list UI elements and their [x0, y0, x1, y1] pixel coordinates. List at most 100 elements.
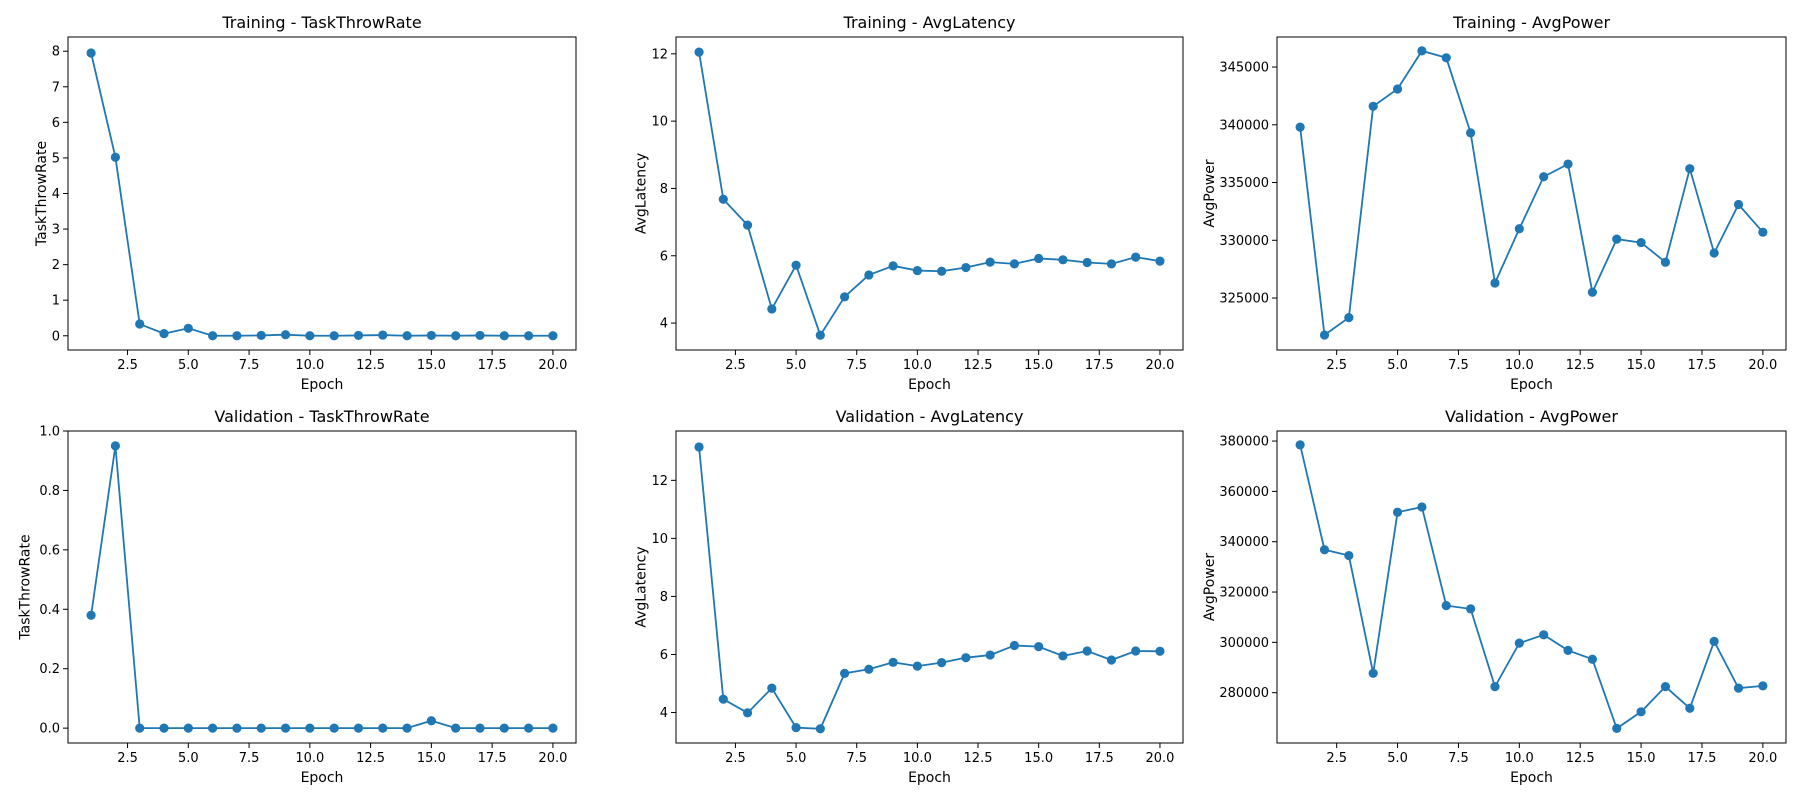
data-point [1733, 199, 1744, 210]
data-point [839, 668, 850, 678]
x-tick-label: 10.0 [1505, 358, 1534, 373]
data-point [961, 262, 971, 273]
data-point [378, 330, 388, 340]
y-tick-label: 6 [660, 249, 668, 264]
data-point [718, 694, 728, 704]
x-tick-label: 5.0 [178, 751, 199, 766]
data-point [1368, 668, 1378, 678]
x-axis-label: Epoch [908, 377, 951, 393]
y-tick-label: 1 [52, 294, 60, 309]
x-tick-label: 15.0 [1024, 751, 1053, 766]
x-tick-label: 12.5 [1566, 358, 1595, 373]
data-point [1034, 642, 1044, 652]
data-point [1106, 259, 1117, 269]
data-point [1563, 645, 1573, 656]
data-point [742, 220, 753, 230]
data-point [524, 331, 534, 341]
data-point [208, 723, 218, 733]
x-tick-label: 5.0 [1387, 751, 1408, 766]
data-point [1490, 278, 1500, 288]
y-tick-label: 12 [651, 47, 668, 62]
plot-frame [67, 430, 577, 744]
x-axis-label: Epoch [1510, 770, 1553, 786]
y-tick-label: 1.0 [39, 425, 60, 440]
x-tick-label: 20.0 [1145, 751, 1174, 766]
data-point [86, 48, 96, 58]
plot-frame [1276, 430, 1787, 744]
data-point [1009, 259, 1020, 269]
data-point [1466, 604, 1476, 614]
x-tick-label: 2.5 [1326, 358, 1347, 373]
data-point [402, 331, 412, 341]
x-tick-label: 20.0 [538, 358, 567, 373]
data-point [475, 330, 485, 341]
y-tick-label: 8 [660, 590, 668, 605]
data-point [110, 152, 120, 162]
data-point [1155, 646, 1165, 656]
y-tick-label: 4 [660, 317, 668, 332]
data-point [1131, 252, 1141, 262]
y-tick-label: 345000 [1219, 61, 1269, 76]
data-point [426, 716, 436, 726]
x-tick-label: 20.0 [1145, 358, 1174, 373]
data-point [1685, 703, 1695, 713]
data-point [232, 723, 242, 733]
data-point [232, 331, 242, 341]
data-point [1417, 502, 1427, 512]
data-point [524, 723, 534, 733]
data-point [815, 330, 825, 340]
data-point [912, 265, 922, 276]
data-point [1441, 601, 1451, 611]
y-tick-label: 0.4 [39, 603, 60, 618]
data-point [548, 723, 558, 733]
data-point [256, 723, 266, 733]
data-point [791, 260, 801, 270]
y-tick-label: 8 [660, 182, 668, 197]
y-tick-label: 380000 [1219, 435, 1269, 450]
data-point [985, 257, 995, 267]
data-point [159, 329, 169, 339]
chart-panel: Validation - TaskThrowRate 2.5 5.0 7.5 10.0 1… [17, 407, 577, 786]
data-point [329, 331, 339, 341]
data-point [451, 723, 461, 733]
data-point [1082, 646, 1092, 656]
data-point [1733, 683, 1744, 693]
y-tick-label: 3 [52, 223, 60, 238]
x-tick-label: 7.5 [239, 751, 260, 766]
data-point [742, 708, 753, 718]
x-tick-label: 7.5 [1448, 358, 1469, 373]
y-axis-label: AvgLatency [634, 153, 650, 234]
data-point [1563, 159, 1573, 169]
y-tick-label: 12 [651, 474, 668, 489]
x-axis-label: Epoch [301, 377, 344, 393]
y-axis-label: TaskThrowRate [17, 534, 33, 640]
data-point [1612, 723, 1622, 734]
data-point [888, 657, 898, 667]
data-point [1082, 257, 1092, 268]
data-point [1344, 313, 1354, 323]
x-tick-label: 17.5 [1085, 358, 1114, 373]
x-tick-label: 10.0 [903, 751, 932, 766]
data-point [1344, 550, 1354, 561]
data-point [1009, 640, 1020, 651]
plot-frame [675, 430, 1184, 744]
y-axis-label: AvgLatency [634, 546, 650, 627]
x-axis-label: Epoch [1510, 377, 1553, 393]
x-tick-label: 12.5 [964, 751, 993, 766]
x-tick-label: 2.5 [1326, 751, 1347, 766]
x-tick-label: 7.5 [846, 751, 867, 766]
data-point [1417, 46, 1427, 56]
x-tick-label: 10.0 [295, 751, 324, 766]
data-point [1295, 440, 1305, 450]
x-tick-label: 2.5 [117, 358, 138, 373]
chart-title: Training - AvgPower [1452, 13, 1611, 32]
data-point [280, 330, 291, 340]
data-point [1587, 287, 1597, 297]
data-point [135, 723, 145, 733]
data-point [1392, 507, 1403, 517]
data-point [280, 723, 291, 733]
data-point [767, 304, 777, 314]
x-tick-label: 12.5 [964, 358, 993, 373]
